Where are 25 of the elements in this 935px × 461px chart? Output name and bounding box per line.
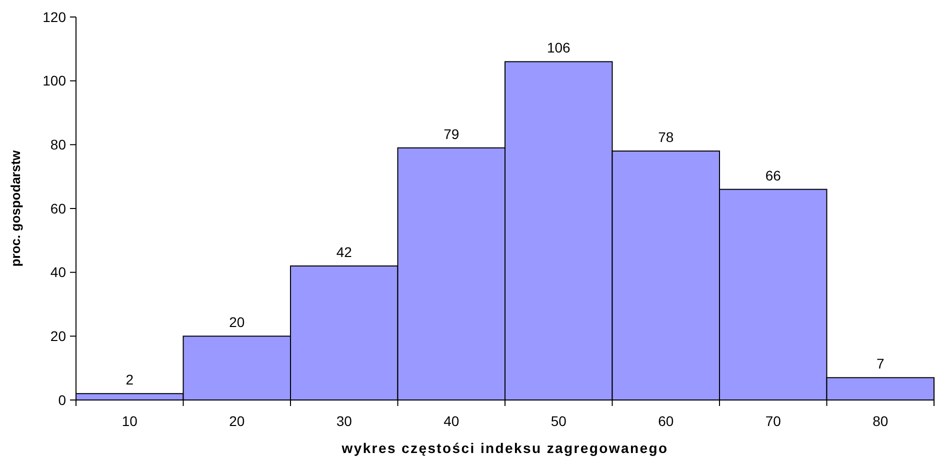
data-label: 78 (658, 129, 674, 146)
data-label: 79 (444, 126, 460, 142)
y-tick-label: 100 (42, 72, 66, 89)
x-axis-title: wykres częstości indeksu zagregowanego (340, 440, 668, 456)
y-tick-label: 60 (50, 200, 66, 216)
data-label: 2 (126, 372, 134, 388)
y-tick-label: 40 (50, 264, 66, 280)
data-label: 42 (336, 244, 352, 260)
x-tick-label: 50 (550, 413, 567, 429)
x-tick-label: 60 (658, 413, 674, 429)
y-tick-label: 120 (42, 8, 66, 25)
y-tick-label: 80 (50, 136, 66, 153)
x-tick-label: 30 (336, 413, 352, 429)
y-axis-title: proc. gospodarstw (8, 149, 23, 267)
x-tick-label: 40 (444, 413, 460, 429)
y-tick-label: 20 (50, 328, 66, 344)
x-tick-label: 80 (872, 413, 888, 429)
x-tick-label: 70 (765, 413, 782, 429)
data-label: 20 (229, 314, 245, 330)
x-tick-label: 10 (122, 413, 138, 429)
data-label: 106 (546, 40, 571, 56)
y-tick-label: 0 (58, 392, 66, 408)
data-label: 7 (876, 356, 884, 372)
x-tick-label: 20 (229, 413, 245, 429)
data-label: 66 (765, 167, 782, 184)
